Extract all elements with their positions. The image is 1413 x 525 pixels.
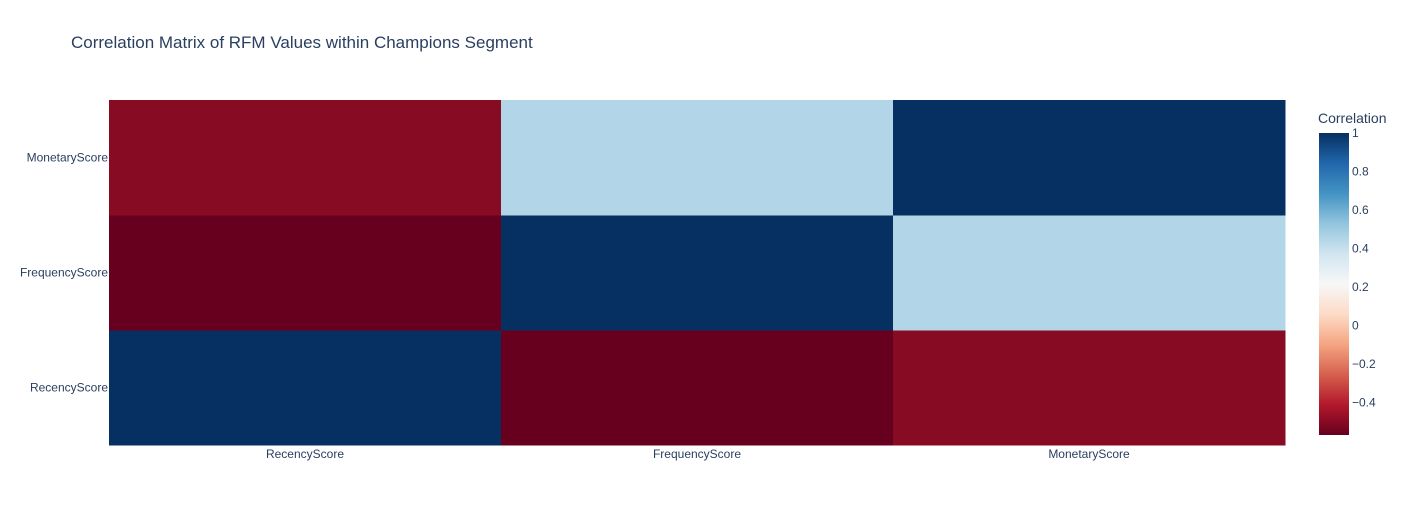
- colorbar-tick-label: 0.2: [1352, 280, 1369, 294]
- colorbar-tick-label: −0.2: [1352, 357, 1376, 371]
- heatmap-cell-frequencyscore-recencyscore[interactable]: [109, 215, 502, 331]
- heatmap-cell-recencyscore-monetaryscore[interactable]: [893, 330, 1286, 446]
- colorbar-tick-label: 0.8: [1352, 164, 1369, 178]
- colorbar-gradient: [1319, 133, 1349, 435]
- y-tick-label: MonetaryScore: [27, 151, 109, 165]
- colorbar-tick-label: 0.4: [1352, 241, 1369, 255]
- heatmap-cells: [109, 100, 1286, 446]
- y-tick-label: RecencyScore: [30, 381, 108, 395]
- colorbar-tick-label: 0.6: [1352, 203, 1369, 217]
- heatmap-cell-frequencyscore-monetaryscore[interactable]: [893, 215, 1286, 331]
- x-tick-label: MonetaryScore: [1048, 447, 1130, 461]
- heatmap-cell-recencyscore-recencyscore[interactable]: [109, 330, 502, 446]
- colorbar-title: Correlation: [1318, 110, 1386, 126]
- x-tick-label: RecencyScore: [266, 447, 344, 461]
- colorbar-tick-label: −0.4: [1352, 395, 1376, 409]
- colorbar: Correlation 1 0.8 0.6 0.4 0.2 0 −0.2 −0.4: [1318, 110, 1386, 435]
- heatmap-cell-monetaryscore-monetaryscore[interactable]: [893, 100, 1286, 216]
- heatmap-cell-recencyscore-frequencyscore[interactable]: [501, 330, 894, 446]
- x-tick-label: FrequencyScore: [653, 447, 741, 461]
- colorbar-tick-label: 1: [1352, 126, 1359, 140]
- y-axis: RecencyScore FrequencyScore MonetaryScore: [20, 151, 108, 395]
- y-tick-label: FrequencyScore: [20, 266, 108, 280]
- colorbar-tick-label: 0: [1352, 318, 1359, 332]
- chart-title: Correlation Matrix of RFM Values within …: [71, 33, 533, 52]
- heatmap-cell-frequencyscore-frequencyscore[interactable]: [501, 215, 894, 331]
- x-axis: RecencyScore FrequencyScore MonetaryScore: [266, 447, 1130, 461]
- heatmap-cell-monetaryscore-frequencyscore[interactable]: [501, 100, 894, 216]
- heatmap-cell-monetaryscore-recencyscore[interactable]: [109, 100, 502, 216]
